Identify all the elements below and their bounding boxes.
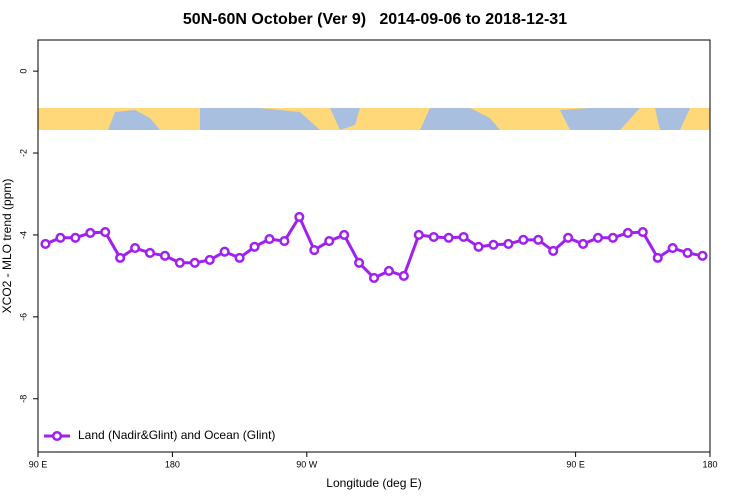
- data-point: [682, 247, 693, 259]
- x-tick-label: 180: [165, 459, 180, 469]
- data-point: [607, 232, 618, 243]
- chart-title: 50N-60N October (Ver 9) 2014-09-06 to 20…: [183, 11, 567, 28]
- data-point: [354, 257, 365, 268]
- data-point: [697, 250, 708, 261]
- y-axis-label: XCO2 - MLO trend (ppm): [0, 179, 14, 314]
- plot-frame: [37, 39, 711, 453]
- x-axis-label: Longitude (deg E): [326, 476, 421, 490]
- data-point: [667, 242, 678, 254]
- data-point: [458, 231, 469, 243]
- data-point: [339, 229, 350, 240]
- data-point: [368, 272, 380, 283]
- data-point: [578, 238, 589, 250]
- data-point: [144, 247, 156, 259]
- x-tick-label: 90 E: [566, 459, 585, 469]
- series-line: [44, 213, 703, 280]
- data-point: [473, 241, 484, 252]
- y-tick-label: -4: [18, 231, 28, 239]
- data-point: [279, 236, 290, 247]
- data-point: [488, 239, 499, 250]
- data-point: [219, 246, 230, 257]
- data-point: [413, 229, 424, 240]
- data-point: [428, 231, 439, 243]
- data-point: [115, 252, 126, 263]
- data-point: [204, 254, 215, 265]
- data-point: [174, 257, 185, 268]
- data-point: [383, 265, 394, 277]
- data-point: [189, 257, 200, 268]
- data-point: [264, 233, 275, 245]
- data-point: [100, 227, 111, 238]
- data-point: [324, 236, 335, 247]
- data-point: [130, 242, 141, 254]
- legend-label: Land (Nadir&Glint) and Ocean (Glint): [78, 428, 275, 442]
- data-point: [563, 232, 574, 243]
- data-point: [249, 241, 260, 252]
- data-point: [55, 232, 66, 243]
- data-point: [398, 270, 409, 281]
- data-point: [70, 232, 81, 243]
- data-point: [294, 211, 305, 222]
- map-strip: [38, 108, 710, 130]
- data-point: [518, 234, 529, 245]
- data-point: [592, 232, 604, 243]
- x-tick-label: 90 E: [29, 459, 48, 469]
- data-point: [533, 234, 544, 245]
- y-tick-label: -6: [18, 313, 28, 321]
- y-tick-label: 0: [18, 69, 28, 74]
- data-point: [652, 252, 663, 263]
- data-point: [85, 227, 96, 238]
- data-point: [159, 250, 170, 261]
- data-point: [234, 252, 245, 263]
- data-point: [548, 245, 559, 256]
- y-tick-label: -2: [18, 149, 28, 157]
- x-tick-label: 90 W: [296, 459, 318, 469]
- data-point: [622, 227, 633, 238]
- y-tick-label: -8: [18, 395, 28, 403]
- data-point: [443, 232, 454, 243]
- legend-marker: [51, 430, 63, 442]
- data-point: [40, 238, 51, 250]
- data-point: [503, 238, 514, 250]
- data-point: [637, 227, 648, 238]
- x-tick-label: 180: [702, 459, 717, 469]
- data-point: [309, 245, 320, 256]
